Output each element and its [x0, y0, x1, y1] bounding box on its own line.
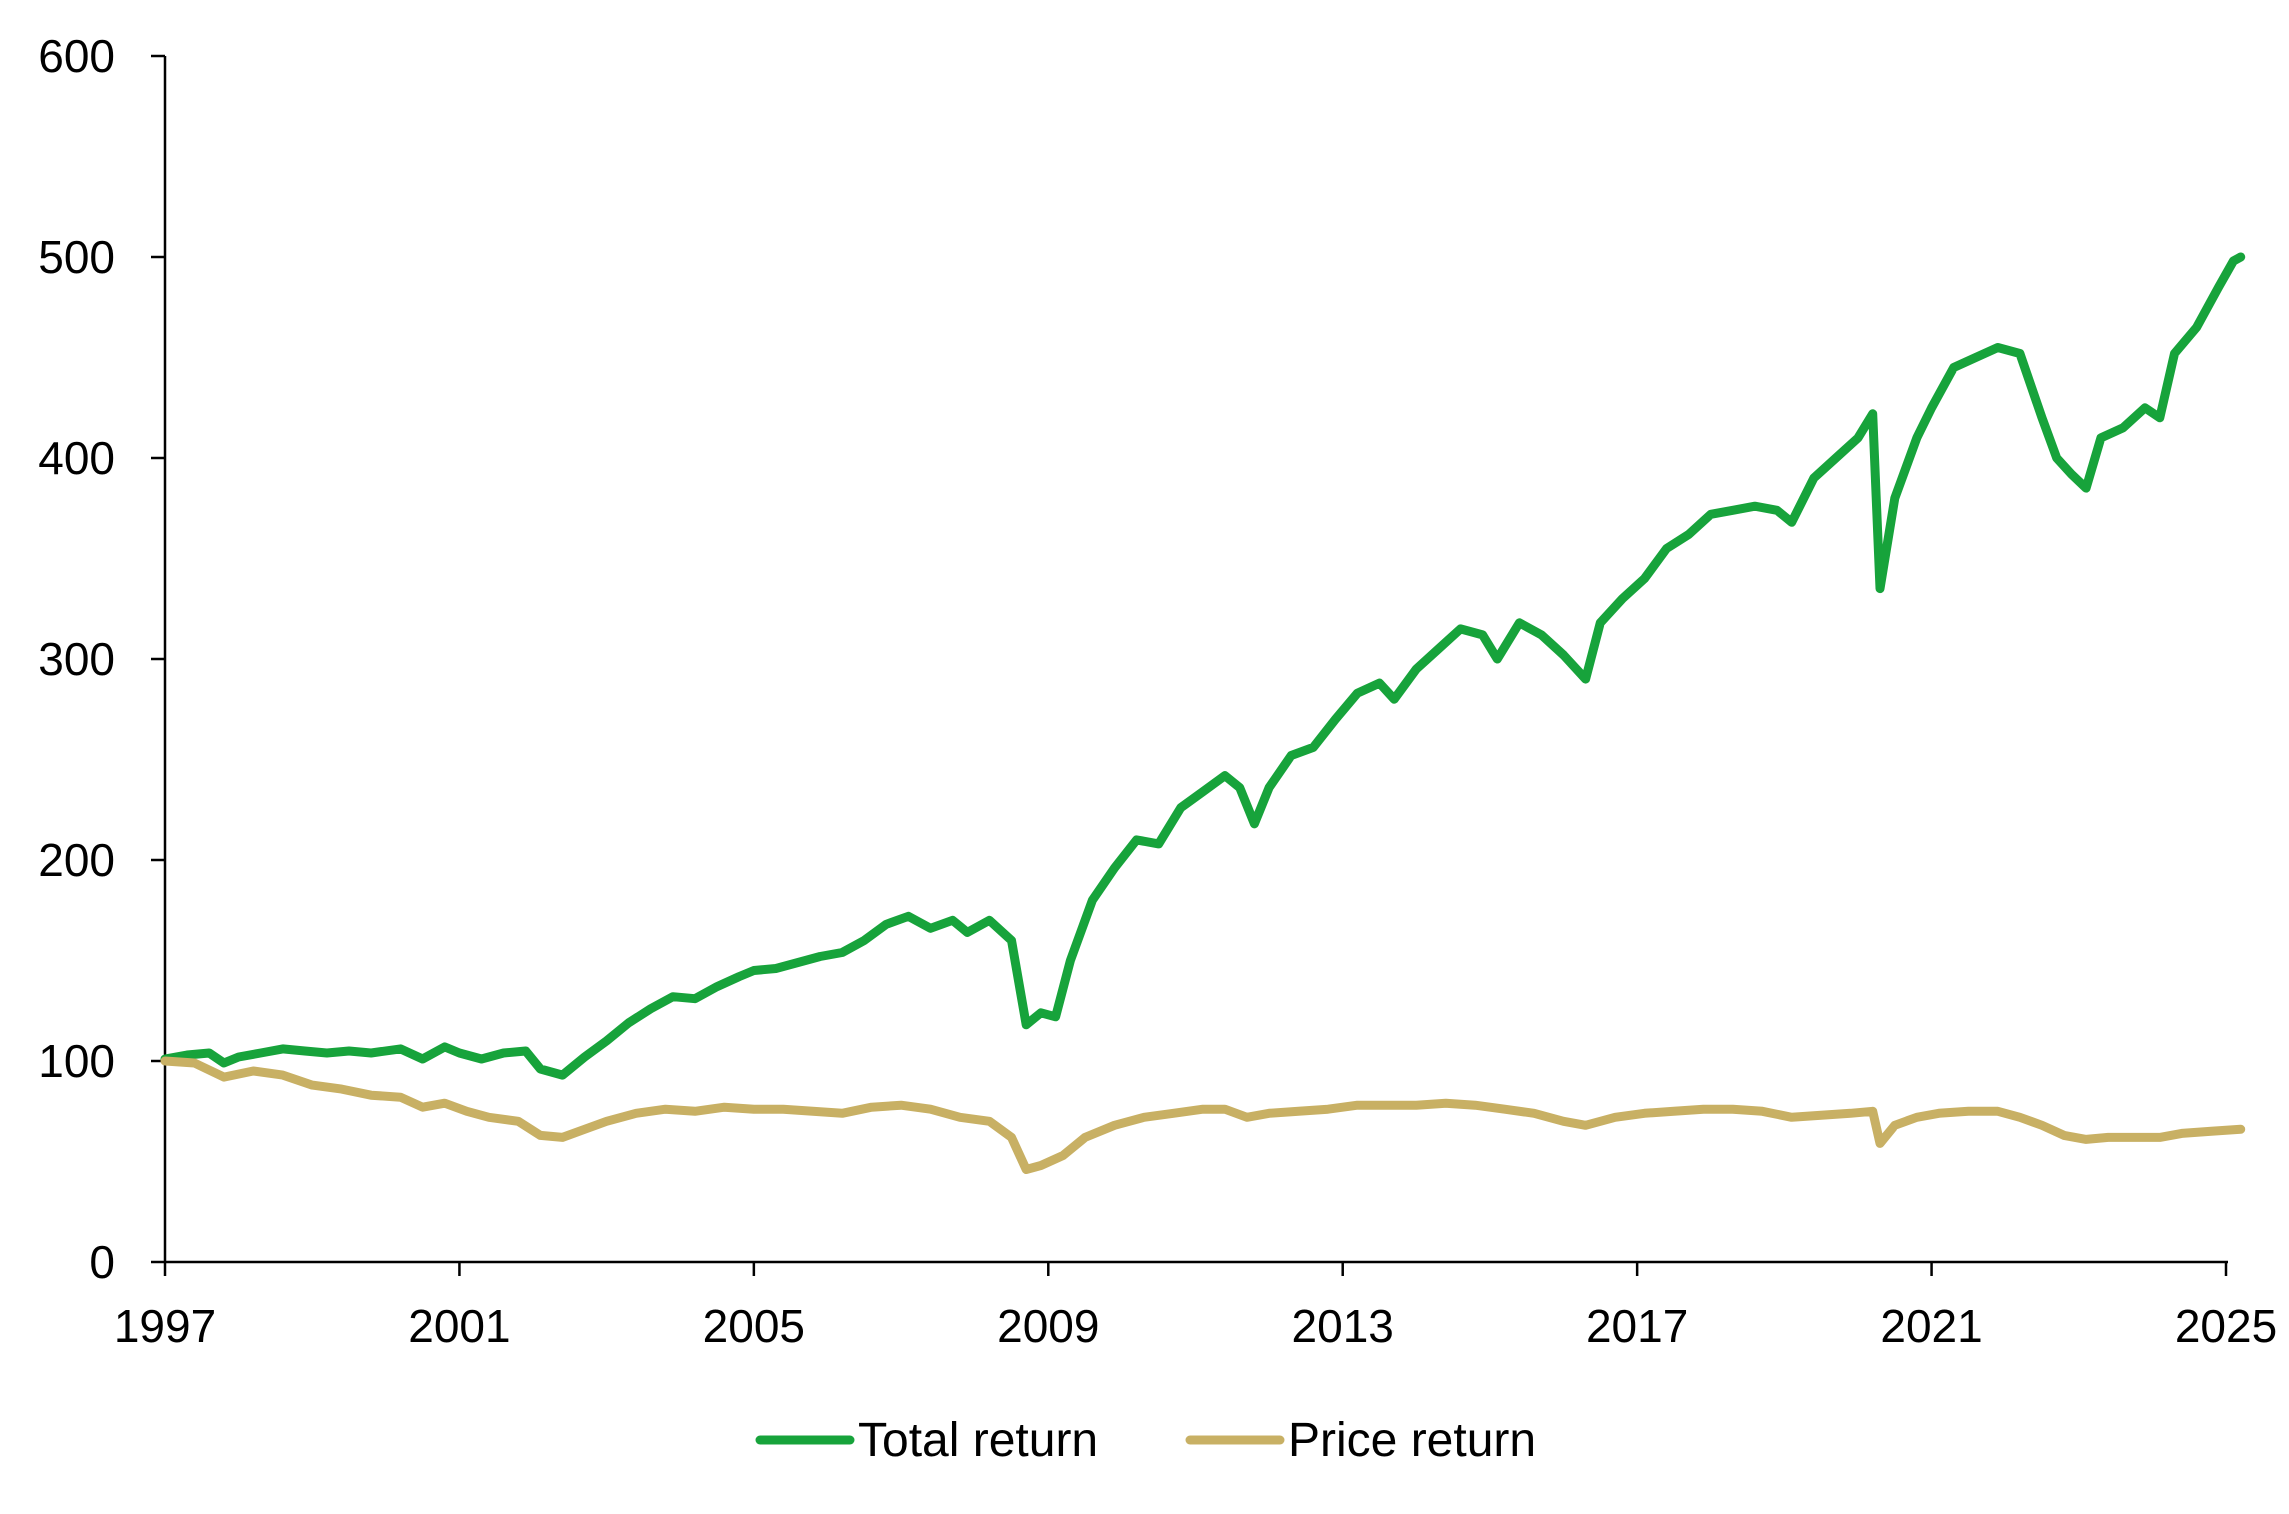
legend: Total return Price return — [755, 1414, 1536, 1467]
y-tick-label: 600 — [38, 30, 115, 82]
series-layer — [160, 252, 2246, 1174]
y-axis-ticks: 0 100 200 300 400 500 600 — [38, 30, 165, 1288]
y-tick-label: 200 — [38, 834, 115, 886]
y-tick-label: 300 — [38, 633, 115, 685]
x-tick-label: 2001 — [408, 1300, 510, 1352]
x-tick-label: 2017 — [1586, 1300, 1688, 1352]
series-line-price-return — [160, 1056, 2246, 1174]
x-tick-label: 1997 — [114, 1300, 216, 1352]
y-tick-label: 100 — [38, 1035, 115, 1087]
y-tick-label: 500 — [38, 231, 115, 283]
series-line-total-return — [160, 252, 2246, 1080]
x-tick-label: 2009 — [997, 1300, 1099, 1352]
x-tick-label: 2013 — [1292, 1300, 1394, 1352]
x-tick-label: 2025 — [2175, 1300, 2277, 1352]
y-tick-label: 400 — [38, 432, 115, 484]
legend-label: Price return — [1288, 1414, 1536, 1467]
legend-label: Total return — [858, 1414, 1098, 1467]
x-axis-ticks: 1997 2001 2005 2009 2013 2017 2021 2025 — [114, 1262, 2277, 1352]
x-tick-label: 2021 — [1880, 1300, 1982, 1352]
x-tick-label: 2005 — [703, 1300, 805, 1352]
y-tick-label: 0 — [89, 1236, 115, 1288]
